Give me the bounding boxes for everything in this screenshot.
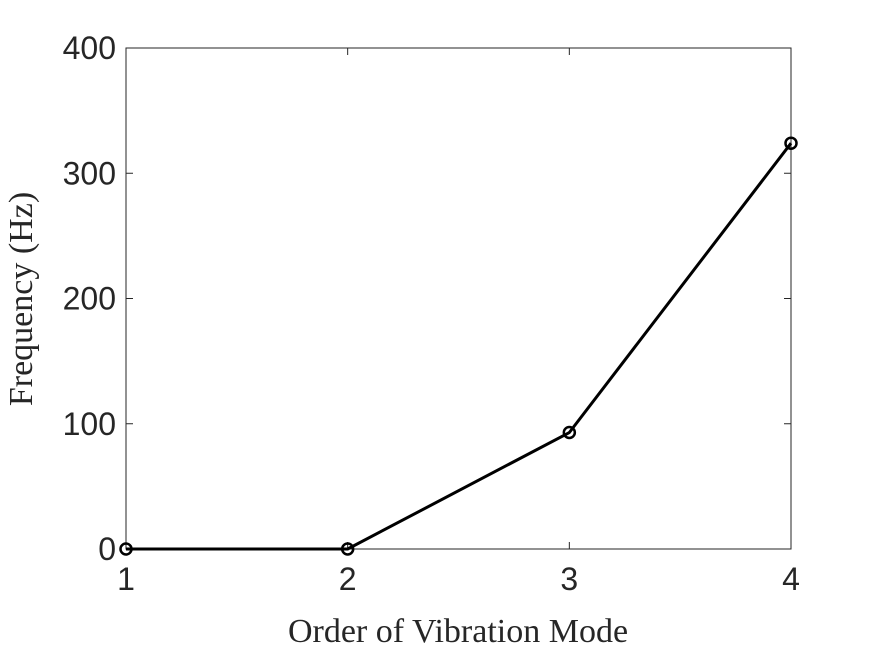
data-point-marker	[340, 542, 355, 556]
y-tick-label: 300	[63, 155, 116, 191]
tick-labels: 1 2 3 4 0 100 200 300 400	[63, 30, 800, 597]
plot-frame	[125, 47, 792, 550]
x-axis-label: Order of Vibration Mode	[288, 613, 628, 650]
y-tick-label: 0	[98, 531, 116, 567]
x-tick-label: 4	[782, 561, 800, 597]
y-tick-label: 200	[63, 281, 116, 317]
data-point-marker	[119, 542, 133, 556]
x-tick-label: 1	[117, 561, 135, 597]
data-point-marker	[562, 425, 577, 440]
y-tick-label: 100	[63, 406, 116, 442]
y-tick-label: 400	[63, 30, 116, 66]
series-line	[126, 142, 793, 551]
x-tick-label: 3	[560, 561, 578, 597]
y-axis-label: Frequency (Hz)	[3, 192, 40, 406]
data-series	[119, 136, 798, 556]
x-tick-label: 2	[339, 561, 357, 597]
data-point-marker	[784, 136, 798, 150]
plot-area	[126, 48, 791, 549]
